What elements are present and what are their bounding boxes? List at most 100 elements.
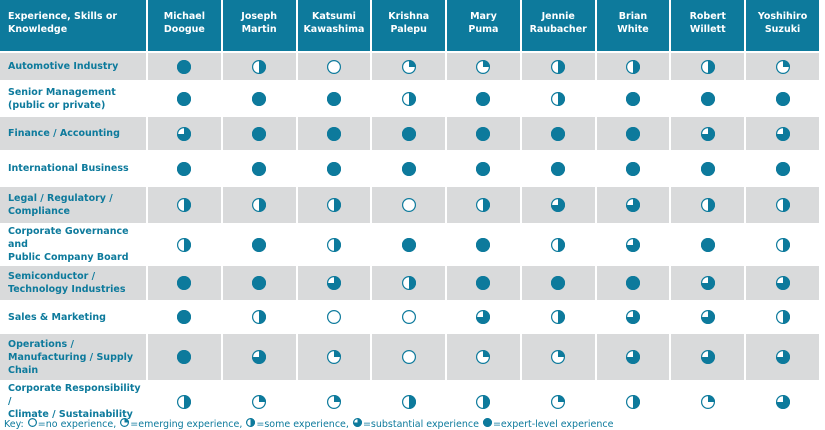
row-label: Corporate Governance and Public Company … bbox=[0, 224, 148, 266]
skill-row: Automotive Industry bbox=[0, 52, 821, 82]
level-cell bbox=[745, 151, 821, 187]
icon-fill bbox=[401, 237, 416, 252]
level-cell bbox=[221, 224, 298, 266]
level-icon bbox=[252, 91, 267, 106]
level-cell bbox=[745, 52, 821, 82]
level-cell bbox=[520, 186, 597, 225]
level-cell bbox=[670, 224, 747, 266]
icon-fill bbox=[408, 276, 416, 290]
level-cell bbox=[296, 186, 373, 225]
icon-fill bbox=[259, 59, 267, 74]
row-label: International Business bbox=[0, 151, 148, 187]
icon-fill bbox=[177, 91, 192, 106]
level-icon bbox=[625, 237, 640, 252]
icon-fill bbox=[476, 237, 491, 252]
level-icon bbox=[326, 309, 341, 325]
level-cell bbox=[371, 151, 448, 187]
level-cell bbox=[446, 265, 522, 302]
row-label: Corporate Responsibility / Climate / Sus… bbox=[0, 381, 148, 423]
level-cell bbox=[446, 151, 522, 187]
icon-fill bbox=[483, 59, 491, 67]
level-cell bbox=[296, 81, 373, 117]
column-header: Jennie Raubacher bbox=[520, 0, 597, 53]
icon-fill bbox=[259, 198, 267, 212]
level-icon bbox=[401, 126, 416, 141]
skills-matrix: Experience, Skills or Knowledge Michael D… bbox=[0, 0, 821, 423]
level-cell bbox=[520, 301, 597, 334]
level-icon bbox=[401, 349, 416, 365]
level-icon bbox=[177, 126, 192, 141]
level-icon bbox=[326, 349, 341, 365]
level-cell bbox=[296, 151, 373, 187]
level-cell bbox=[371, 265, 448, 302]
icon-fill bbox=[483, 350, 491, 357]
row-label: Semiconductor / Technology Industries bbox=[0, 265, 148, 302]
icon-fill bbox=[707, 198, 715, 212]
level-cell bbox=[147, 381, 223, 423]
level-cell bbox=[371, 116, 448, 152]
level-icon bbox=[551, 161, 566, 176]
level-icon bbox=[326, 59, 341, 74]
level-cell bbox=[446, 381, 522, 423]
level-cell bbox=[221, 333, 298, 382]
column-header: Experience, Skills or Knowledge bbox=[0, 0, 148, 53]
icon-fill bbox=[326, 91, 341, 106]
level-icon bbox=[252, 197, 267, 213]
level-cell bbox=[296, 52, 373, 82]
icon-fill bbox=[476, 310, 491, 324]
icon-fill bbox=[775, 91, 790, 106]
level-cell bbox=[147, 52, 223, 82]
icon-fill bbox=[775, 126, 790, 141]
level-cell bbox=[147, 186, 223, 225]
icon-fill bbox=[558, 91, 566, 106]
icon-fill bbox=[326, 126, 341, 141]
icon-fill bbox=[476, 161, 491, 176]
icon-fill bbox=[252, 161, 267, 176]
level-cell bbox=[595, 186, 672, 225]
level-icon bbox=[326, 126, 341, 141]
icon-fill bbox=[177, 126, 192, 141]
icon-fill bbox=[625, 350, 640, 364]
level-icon bbox=[775, 309, 790, 325]
icon-fill bbox=[707, 59, 715, 74]
level-icon bbox=[700, 126, 715, 141]
level-icon bbox=[551, 237, 566, 252]
icon-ring bbox=[401, 197, 416, 213]
icon-fill bbox=[632, 59, 640, 74]
level-icon bbox=[177, 59, 192, 74]
icon-fill bbox=[625, 126, 640, 141]
level-icon bbox=[476, 237, 491, 252]
level-cell bbox=[371, 81, 448, 117]
level-cell bbox=[296, 116, 373, 152]
key-text: =emerging experience, bbox=[130, 419, 243, 430]
level-cell bbox=[520, 52, 597, 82]
skill-row: Semiconductor / Technology Industries bbox=[0, 265, 821, 302]
icon-fill bbox=[352, 418, 362, 427]
level-icon bbox=[476, 59, 491, 74]
row-label: Sales & Marketing bbox=[0, 301, 148, 334]
level-cell bbox=[595, 52, 672, 82]
skill-row: Senior Management (public or private) bbox=[0, 81, 821, 117]
level-icon bbox=[326, 237, 341, 252]
level-cell bbox=[147, 333, 223, 382]
icon-fill bbox=[775, 276, 790, 290]
icon-fill bbox=[700, 350, 715, 364]
icon-fill bbox=[250, 418, 256, 427]
level-cell bbox=[371, 301, 448, 334]
icon-fill bbox=[483, 394, 491, 409]
skill-row: Legal / Regulatory / Compliance bbox=[0, 186, 821, 225]
level-cell bbox=[595, 81, 672, 117]
level-cell bbox=[446, 224, 522, 266]
level-cell bbox=[670, 301, 747, 334]
icon-fill bbox=[625, 310, 640, 324]
level-cell bbox=[446, 333, 522, 382]
level-cell bbox=[745, 265, 821, 302]
level-icon bbox=[775, 59, 790, 74]
level-cell bbox=[670, 151, 747, 187]
level-cell bbox=[147, 265, 223, 302]
level-cell bbox=[446, 116, 522, 152]
level-icon bbox=[401, 394, 416, 409]
level-icon bbox=[401, 197, 416, 213]
level-cell bbox=[745, 301, 821, 334]
level-cell bbox=[520, 81, 597, 117]
